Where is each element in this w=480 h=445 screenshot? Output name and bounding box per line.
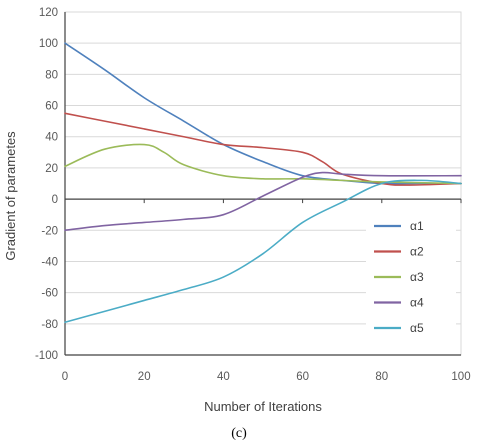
y-tick-label: 80 bbox=[45, 69, 58, 81]
y-tick-label: 100 bbox=[39, 38, 58, 50]
y-axis-label: Gradient of parametes bbox=[3, 131, 18, 261]
y-tick-label: -80 bbox=[41, 319, 58, 331]
series-lines bbox=[64, 42, 462, 324]
series-line-alpha1 bbox=[64, 42, 462, 185]
y-tick-label: -40 bbox=[41, 256, 58, 268]
legend-background bbox=[366, 212, 456, 346]
y-tick-label: -100 bbox=[35, 350, 58, 362]
y-tick-label: 40 bbox=[45, 132, 58, 144]
x-tick-label: 20 bbox=[138, 371, 151, 383]
y-tick-label: 0 bbox=[52, 194, 58, 206]
y-tick-label: 120 bbox=[39, 7, 58, 19]
x-tick-label: 60 bbox=[296, 371, 309, 383]
axes bbox=[64, 11, 462, 356]
y-tick-label: -60 bbox=[41, 288, 58, 300]
legend-label-alpha3: α3 bbox=[410, 270, 424, 284]
series-line-alpha5 bbox=[64, 179, 462, 324]
figure-caption: (c) bbox=[231, 426, 247, 441]
legend: α1 α2 α3 α4 α5 bbox=[366, 212, 456, 346]
legend-label-alpha4: α4 bbox=[410, 296, 424, 310]
x-tick-label: 80 bbox=[375, 371, 388, 383]
legend-label-alpha5: α5 bbox=[410, 321, 424, 335]
y-tick-label: 60 bbox=[45, 101, 58, 113]
x-tick-label: 100 bbox=[451, 371, 470, 383]
y-tick-label: 20 bbox=[45, 163, 58, 175]
x-tick-label: 40 bbox=[217, 371, 230, 383]
series-line-alpha4 bbox=[64, 171, 462, 232]
series-line-alpha2 bbox=[64, 112, 462, 186]
y-tick-label: -20 bbox=[41, 225, 58, 237]
series-line-alpha3 bbox=[64, 143, 462, 185]
legend-label-alpha2: α2 bbox=[410, 245, 424, 259]
tick-labels: -100 -80 -60 -40 -20 0 20 40 60 80 100 120 0 20 40 60 80… bbox=[35, 7, 471, 383]
x-tick-label: 0 bbox=[62, 371, 68, 383]
x-axis-label: Number of Iterations bbox=[204, 399, 322, 414]
legend-label-alpha1: α1 bbox=[410, 219, 424, 233]
